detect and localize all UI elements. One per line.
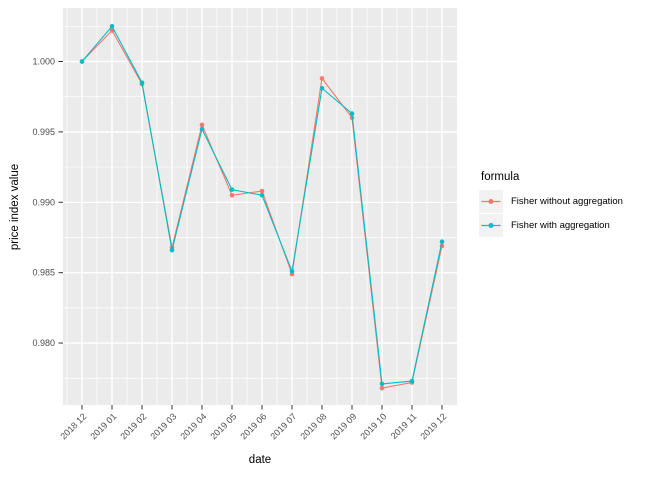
y-tick-label: 0.985 — [32, 268, 55, 278]
x-tick-label: 2019 09 — [328, 411, 358, 441]
data-point — [439, 239, 445, 244]
x-tick-label: 2019 02 — [118, 411, 148, 441]
x-tick-label: 2019 03 — [148, 411, 178, 441]
data-point — [79, 59, 85, 64]
y-tick-label: 0.990 — [32, 197, 55, 207]
legend-title: formula — [481, 171, 520, 183]
x-tick-label: 2019 07 — [268, 411, 298, 441]
x-tick-label: 2019 01 — [88, 411, 118, 441]
data-point — [289, 268, 295, 274]
legend: formula Fisher without aggregation Fisher… — [470, 171, 670, 238]
x-axis-title: date — [248, 454, 272, 466]
data-point — [259, 192, 265, 198]
legend-entry-label: Fisher without aggregation — [511, 196, 623, 207]
x-tick-label: 2019 08 — [298, 411, 328, 441]
data-point — [199, 122, 205, 128]
x-tick-label: 2019 12 — [418, 411, 448, 441]
y-tick-label: 1.000 — [32, 56, 55, 66]
data-point — [109, 24, 115, 29]
legend-key-icon — [479, 190, 503, 213]
x-tick-label: 2018 12 — [58, 411, 88, 441]
plot-panel — [63, 8, 457, 405]
data-point — [319, 85, 325, 91]
data-point — [199, 126, 205, 132]
x-tick-label: 2019 05 — [208, 411, 238, 441]
data-point — [229, 192, 235, 198]
legend-entry: Fisher without aggregation — [479, 190, 670, 213]
legend-entry-label: Fisher with aggregation — [511, 220, 610, 231]
data-point — [319, 76, 325, 81]
data-point — [379, 385, 385, 391]
x-tick-label: 2019 04 — [178, 411, 208, 441]
x-tick-label: 2019 06 — [238, 411, 268, 441]
data-point — [229, 187, 235, 192]
data-point — [139, 80, 145, 85]
legend-entries: Fisher without aggregation Fisher with ag… — [470, 190, 670, 237]
y-axis-title: price index value — [9, 163, 21, 251]
y-tick-label: 0.995 — [32, 127, 55, 137]
x-tick-label: 2019 11 — [389, 411, 419, 441]
y-tick-label: 0.980 — [32, 338, 55, 348]
legend-entry: Fisher with aggregation — [479, 214, 670, 237]
data-point — [259, 188, 265, 194]
data-point — [379, 381, 385, 387]
data-point — [169, 247, 175, 253]
data-point — [409, 378, 415, 384]
legend-key-icon — [479, 214, 503, 237]
data-point — [349, 111, 355, 116]
x-tick-label: 2019 10 — [358, 411, 388, 441]
